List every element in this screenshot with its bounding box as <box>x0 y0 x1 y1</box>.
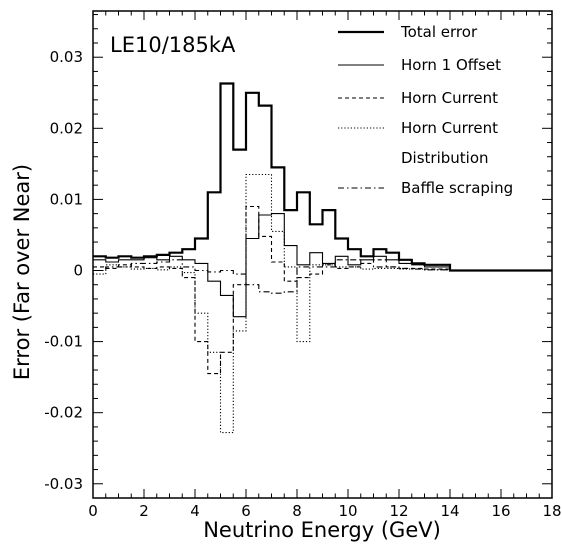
x-axis-title: Neutrino Energy (GeV) <box>203 518 441 542</box>
y-tick-label: 0 <box>73 261 83 279</box>
x-tick-label: 4 <box>190 502 200 520</box>
x-tick-label: 0 <box>88 502 98 520</box>
legend-label-3: Horn Current <box>401 119 498 137</box>
y-tick-label: -0.01 <box>44 333 83 351</box>
legend-label-5: Baffle scraping <box>401 179 513 197</box>
legend-label-2: Horn Current <box>401 89 498 107</box>
x-tick-label: 14 <box>440 502 459 520</box>
legend-label-1: Horn 1 Offset <box>401 56 501 74</box>
x-tick-label: 6 <box>241 502 251 520</box>
ticks-layer: 0 2 4 6 8 10 12 14 16 18 -0.03 -0.02 -0.01 0 0.01 0.02 0… <box>44 11 562 520</box>
series-layer <box>93 82 552 434</box>
x-tick-label: 16 <box>491 502 510 520</box>
series-0-line <box>93 82 552 272</box>
y-axis-title: Error (Far over Near) <box>10 164 34 380</box>
legend: Total error Horn 1 Offset Horn Current Horn… <box>338 23 513 197</box>
x-tick-label: 18 <box>542 502 561 520</box>
y-tick-label: -0.02 <box>44 404 83 422</box>
x-tick-label: 8 <box>292 502 302 520</box>
x-tick-label: 12 <box>389 502 408 520</box>
y-tick-label: 0.03 <box>50 48 83 66</box>
y-tick-label: 0.01 <box>50 190 83 208</box>
series-4-line <box>93 255 552 294</box>
x-tick-label: 10 <box>338 502 357 520</box>
legend-label-4: Distribution <box>401 149 489 167</box>
x-tick-label: 2 <box>139 502 149 520</box>
legend-label-0: Total error <box>400 23 478 41</box>
series-1-line <box>93 213 552 318</box>
series-2-line <box>93 205 552 375</box>
y-tick-label: 0.02 <box>50 119 83 137</box>
y-tick-label: -0.03 <box>44 475 83 493</box>
config-label: LE10/185kA <box>110 33 236 57</box>
